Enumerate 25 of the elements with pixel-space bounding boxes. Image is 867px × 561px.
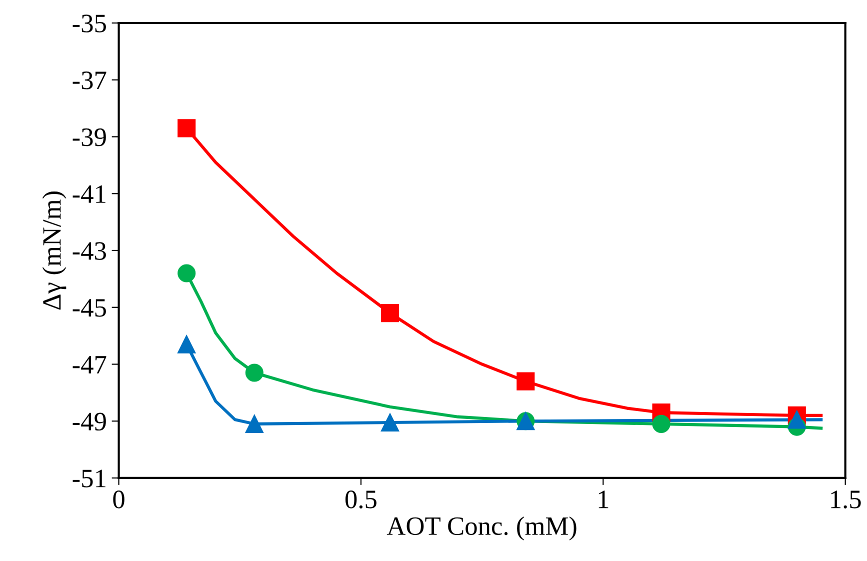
x-tick-label: 1 bbox=[598, 490, 608, 508]
x-tick-label: 1.5 bbox=[831, 490, 861, 508]
x-tick-label: 0.5 bbox=[345, 490, 376, 508]
y-tick-label: -45 bbox=[72, 299, 106, 317]
point bbox=[178, 119, 196, 138]
y-tick-label: -41 bbox=[72, 185, 106, 203]
y-tick-label: -47 bbox=[72, 356, 106, 374]
point bbox=[516, 372, 535, 390]
point bbox=[178, 335, 196, 354]
point bbox=[245, 414, 264, 433]
y-tick-label: -37 bbox=[72, 72, 106, 90]
point bbox=[788, 410, 806, 429]
y-tick-label: -39 bbox=[72, 128, 106, 146]
point bbox=[652, 414, 670, 433]
x-axis-title: AOT Conc. (mM) bbox=[386, 516, 576, 540]
y-tick-label: -51 bbox=[72, 470, 106, 488]
y-tick-label: -49 bbox=[72, 412, 106, 431]
y-axis-title: Δγ (mN/m) bbox=[42, 192, 66, 310]
y-tick-label: -35 bbox=[72, 14, 106, 32]
point bbox=[380, 304, 400, 322]
point bbox=[178, 264, 196, 282]
point bbox=[380, 413, 400, 432]
y-tick-label: -43 bbox=[72, 242, 106, 260]
x-tick-label: 0 bbox=[113, 490, 124, 508]
point bbox=[245, 364, 264, 382]
